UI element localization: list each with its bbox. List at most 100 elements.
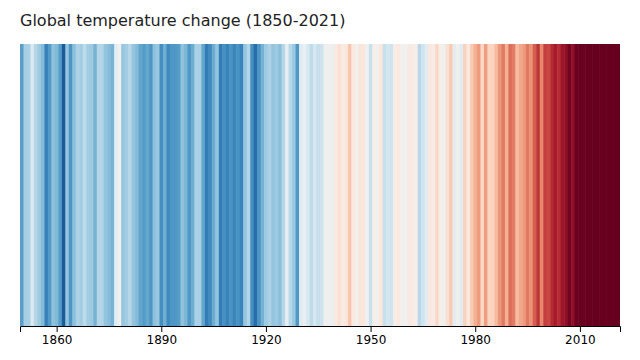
stripe [299,44,303,326]
stripe [557,44,561,326]
stripe [268,44,272,326]
stripe [208,44,212,326]
stripes [20,44,620,326]
stripe [58,44,62,326]
stripe [111,44,115,326]
stripe [592,44,596,326]
stripe [341,44,345,326]
stripe [219,44,223,326]
stripe [550,44,554,326]
stripe [358,44,362,326]
stripe [135,44,139,326]
stripe [561,44,565,326]
stripe [351,44,355,326]
stripe [442,44,446,326]
stripe [529,44,533,326]
stripe [596,44,600,326]
stripe [194,44,198,326]
x-tick-label: 1950 [356,333,387,347]
stripe [617,44,620,326]
stripe [400,44,404,326]
x-tick: 1980 [460,326,491,347]
stripe [533,44,537,326]
x-tick-label: 1980 [460,333,491,347]
stripe [449,44,453,326]
stripe [121,44,125,326]
stripe [296,44,300,326]
stripe [306,44,310,326]
stripe [310,44,314,326]
stripe [411,44,415,326]
stripe [41,44,45,326]
stripe [55,44,59,326]
stripe [463,44,467,326]
stripe [397,44,401,326]
stripe [386,44,390,326]
x-axis-line [21,327,621,333]
stripe [505,44,509,326]
stripe [446,44,450,326]
stripe [425,44,429,326]
stripe [27,44,31,326]
stripe [86,44,90,326]
stripe [439,44,443,326]
stripe [330,44,334,326]
stripe [432,44,436,326]
stripe [494,44,498,326]
stripe [421,44,425,326]
stripe [498,44,502,326]
stripe [467,44,471,326]
stripe [278,44,282,326]
stripe [30,44,34,326]
stripe [48,44,52,326]
stripe [606,44,610,326]
stripe [254,44,258,326]
stripe [292,44,296,326]
stripe [247,44,251,326]
x-tick: 1890 [147,326,178,347]
stripe [320,44,324,326]
stripe [257,44,261,326]
stripe [456,44,460,326]
x-axis: 186018901920195019802010 [21,326,621,347]
stripe [613,44,617,326]
x-tick-mark [371,326,372,332]
stripe [348,44,352,326]
stripe [365,44,369,326]
stripe [515,44,519,326]
x-tick-mark [57,326,58,332]
stripe [317,44,321,326]
stripe [589,44,593,326]
stripe [470,44,474,326]
stripe [118,44,122,326]
stripe [313,44,317,326]
stripe [261,44,265,326]
stripe [205,44,209,326]
stripe [160,44,164,326]
stripe [187,44,191,326]
plot: 186018901920195019802010 [20,44,621,347]
stripe [90,44,94,326]
stripe [233,44,237,326]
chart: Global temperature change (1850-2021)186… [0,0,640,360]
stripe [163,44,167,326]
stripe [173,44,177,326]
stripe [404,44,408,326]
stripe [83,44,87,326]
stripe [104,44,108,326]
stripe [285,44,289,326]
stripe [564,44,568,326]
stripe [149,44,153,326]
stripe [93,44,97,326]
stripe [142,44,146,326]
stripe [62,44,66,326]
stripe [97,44,101,326]
stripe [540,44,544,326]
stripe [522,44,526,326]
x-tick: 1950 [356,326,387,347]
x-tick: 2010 [565,326,596,347]
stripe [487,44,491,326]
stripe [460,44,464,326]
stripe [337,44,341,326]
stripe [376,44,380,326]
